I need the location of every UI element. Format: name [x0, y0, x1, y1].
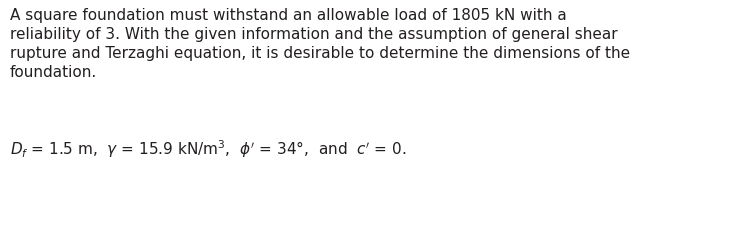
- Text: reliability of 3. With the given information and the assumption of general shear: reliability of 3. With the given informa…: [10, 27, 618, 42]
- Text: foundation.: foundation.: [10, 65, 97, 80]
- Text: A square foundation must withstand an allowable load of 1805 kN with a: A square foundation must withstand an al…: [10, 8, 567, 23]
- Text: rupture and Terzaghi equation, it is desirable to determine the dimensions of th: rupture and Terzaghi equation, it is des…: [10, 46, 630, 61]
- Text: $D_f$ = 1.5 m,  $\gamma$ = 15.9 kN/m$^3$,  $\phi'$ = 34°,  and  $c'$ = 0.: $D_f$ = 1.5 m, $\gamma$ = 15.9 kN/m$^3$,…: [10, 138, 406, 160]
